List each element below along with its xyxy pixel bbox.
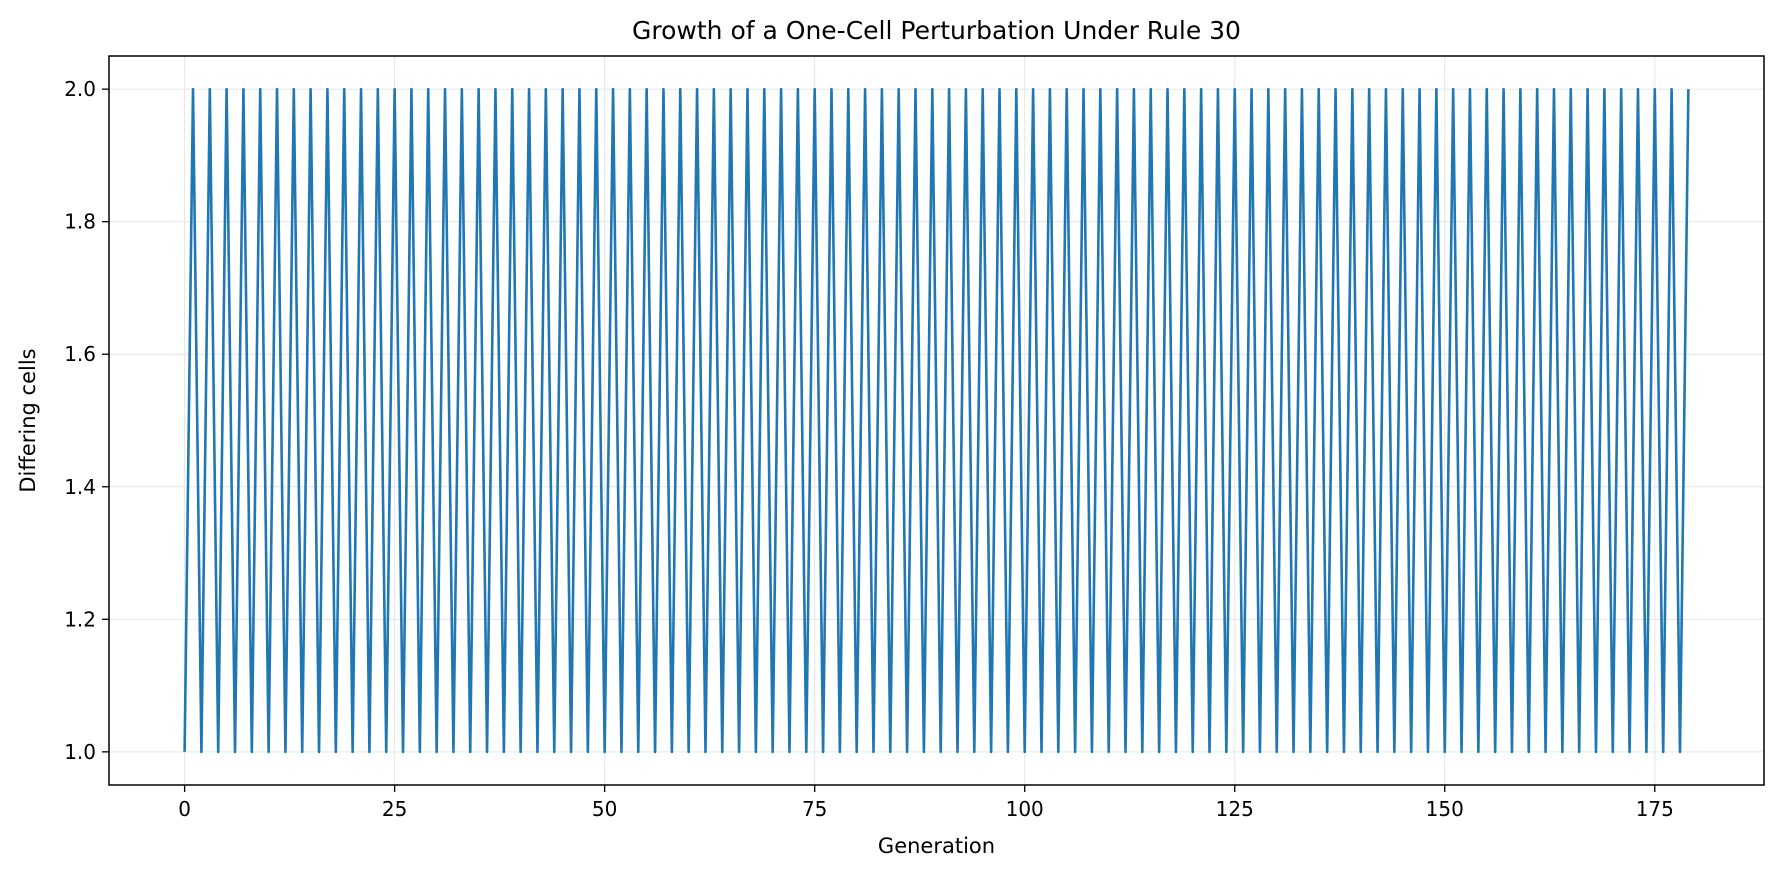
y-axis-ticks: 1.0 1.2 1.4 1.6 1.8 2.0 [64, 77, 109, 764]
y-tick-label: 1.8 [64, 210, 96, 234]
plot-area-frame [108, 55, 1765, 786]
x-tick-label: 75 [802, 797, 827, 821]
x-tick-label: 100 [1006, 797, 1044, 821]
y-axis-label: Differing cells [16, 348, 40, 492]
series-layer [183, 87, 1690, 754]
x-tick-label: 125 [1216, 797, 1254, 821]
x-axis-label: Generation [878, 834, 995, 858]
y-tick-label: 1.0 [64, 740, 96, 764]
series-line [183, 87, 1690, 754]
x-tick-label: 0 [178, 797, 191, 821]
y-tick-label: 1.2 [64, 607, 96, 631]
x-tick-label: 150 [1426, 797, 1464, 821]
x-tick-label: 50 [592, 797, 617, 821]
x-axis-ticks: 0 25 50 75 100 125 150 175 [178, 785, 1674, 821]
y-tick-label: 1.4 [64, 475, 96, 499]
x-tick-label: 25 [382, 797, 407, 821]
chart-title: Growth of a One-Cell Perturbation Under … [632, 16, 1241, 45]
y-tick-label: 1.6 [64, 342, 96, 366]
y-tick-label: 2.0 [64, 77, 96, 101]
x-tick-label: 175 [1636, 797, 1674, 821]
